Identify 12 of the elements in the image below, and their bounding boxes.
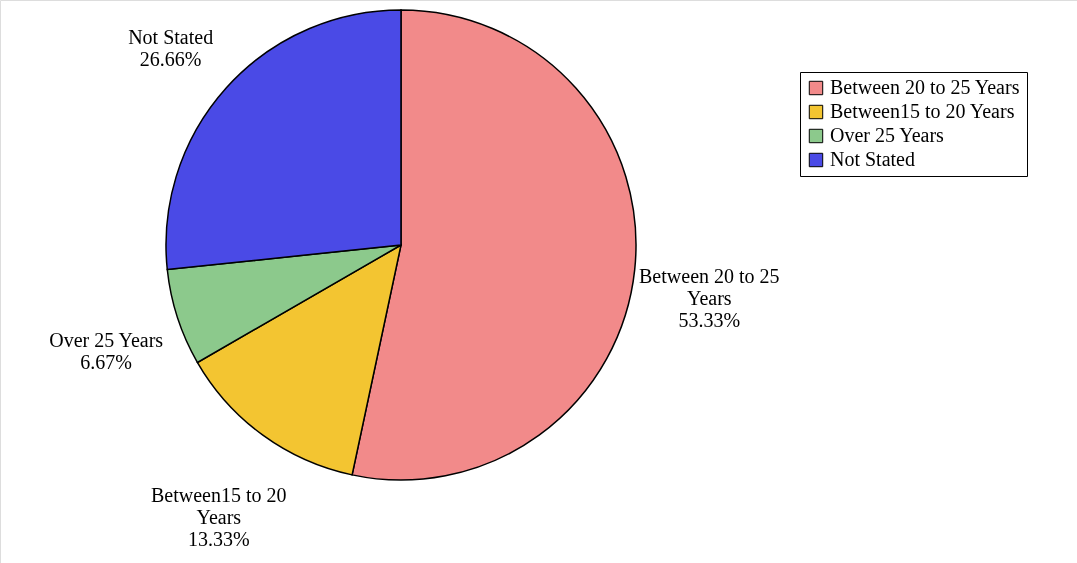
data-label: 6.67% (80, 350, 132, 373)
legend-label: Over 25 Years (830, 124, 945, 146)
slice-label: Between 20 to 25 Years (639, 265, 780, 310)
slice-label: Over 25 Years (49, 328, 164, 351)
legend-label: Between 20 to 25 Years (830, 76, 1020, 98)
legend-label: Not Stated (830, 148, 915, 170)
slice-label: Between15 to 20 Years (151, 483, 287, 528)
slice-label: Not Stated (128, 25, 214, 48)
data-label: 53.33% (678, 309, 741, 332)
data-label: 13.33% (187, 527, 250, 550)
legend-label: Between15 to 20 Years (830, 100, 1015, 122)
data-label: 26.66% (139, 47, 202, 70)
